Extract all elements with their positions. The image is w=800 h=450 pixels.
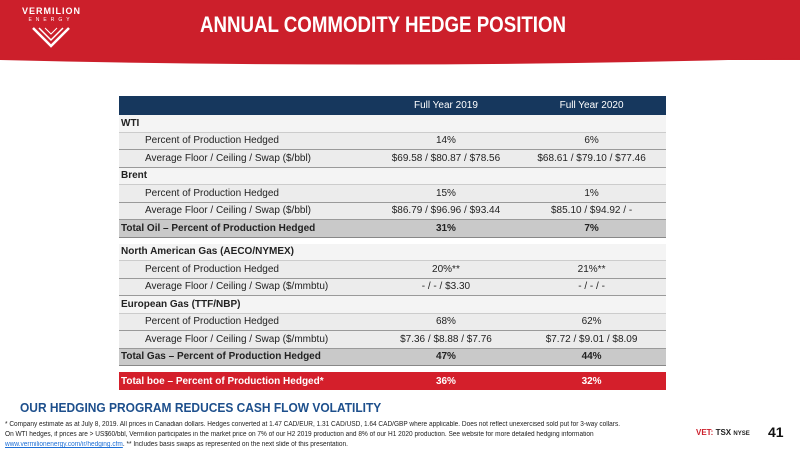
header-2019: Full Year 2019 [374,96,518,115]
row-label: Average Floor / Ceiling / Swap ($/bbl) [119,149,375,168]
table-row-total-oil: Total Oil – Percent of Production Hedged… [119,219,666,238]
hedge-table: Full Year 2019 Full Year 2020 WTI Percen… [119,96,666,390]
vermilion-logo: VERMILION ENERGY [22,6,80,52]
row-label: Average Floor / Ceiling / Swap ($/mmbtu) [119,278,375,296]
row-value-2020 [517,115,666,133]
row-label: North American Gas (AECO/NYMEX) [119,243,375,261]
ticker-vet: VET: [696,428,714,437]
footnote-line-3-text: . ** Includes basis swaps as represented… [122,441,348,448]
row-value-2020 [517,167,666,185]
table-row: Average Floor / Ceiling / Swap ($/bbl) $… [119,149,666,168]
page-title: ANNUAL COMMODITY HEDGE POSITION [200,12,567,37]
row-value-2020: 6% [517,132,666,150]
table-row: Percent of Production Hedged 14% 6% [119,132,666,150]
row-gap [119,365,666,372]
row-label: Percent of Production Hedged [119,260,375,279]
row-label: Total Oil – Percent of Production Hedged [119,219,375,238]
row-value-2019: $69.58 / $80.87 / $78.56 [374,149,518,168]
row-value-2019: - / - / $3.30 [374,278,518,296]
row-label: Percent of Production Hedged [119,313,375,331]
row-value-2019: $86.79 / $96.96 / $93.44 [374,202,518,220]
row-value-2019: $7.36 / $8.88 / $7.76 [374,330,518,349]
row-value-2020: 1% [517,184,666,203]
row-value-2020: $85.10 / $94.92 / - [517,202,666,220]
row-value-2020: 21%** [517,260,666,279]
table-row: Percent of Production Hedged 15% 1% [119,184,666,203]
row-value-2020 [517,295,666,314]
table-row: Average Floor / Ceiling / Swap ($/mmbtu)… [119,330,666,349]
row-value-2020: 62% [517,313,666,331]
table-header-row: Full Year 2019 Full Year 2020 [119,96,666,115]
row-value-2019: 15% [374,184,518,203]
row-value-2020 [517,243,666,261]
row-label: Total Gas – Percent of Production Hedged [119,348,375,366]
row-label: Total boe – Percent of Production Hedged… [119,372,375,390]
row-value-2019: 31% [374,219,518,238]
page-number: 41 [768,424,784,440]
row-value-2020: $7.72 / $9.01 / $8.09 [517,330,666,349]
table-row: Percent of Production Hedged 20%** 21%** [119,260,666,279]
table-row-wti: WTI [119,115,666,133]
row-value-2020: 7% [517,219,666,238]
tagline: OUR HEDGING PROGRAM REDUCES CASH FLOW VO… [20,400,382,415]
row-label: European Gas (TTF/NBP) [119,295,375,314]
table-row-na-gas: North American Gas (AECO/NYMEX) [119,243,666,261]
logo-sub: ENERGY [28,17,74,23]
row-label: Average Floor / Ceiling / Swap ($/bbl) [119,202,375,220]
row-value-2019 [374,295,518,314]
row-value-2019 [374,243,518,261]
table-row: Percent of Production Hedged 68% 62% [119,313,666,331]
row-value-2019: 47% [374,348,518,366]
table-row: Average Floor / Ceiling / Swap ($/bbl) $… [119,202,666,220]
row-value-2019: 36% [374,372,518,390]
table-row-total-gas: Total Gas – Percent of Production Hedged… [119,348,666,366]
footnote-line-3: www.vermilionenergy.com/ir/hedging.cfm. … [5,441,647,448]
header-2020: Full Year 2020 [517,96,666,115]
logo-name: VERMILION [22,6,82,16]
footnote-line-1: * Company estimate as at July 8, 2019. A… [5,421,621,428]
row-label: Average Floor / Ceiling / Swap ($/mmbtu) [119,330,375,349]
hedging-info-link[interactable]: www.vermilionenergy.com/ir/hedging.cfm [5,441,123,448]
ticker-nyse: NYSE [733,431,750,437]
row-value-2020: 44% [517,348,666,366]
row-label: Percent of Production Hedged [119,184,375,203]
row-value-2019: 68% [374,313,518,331]
footnote-line-2: On WTI hedges, if prices are > US$60/bbl… [5,431,594,438]
row-value-2019: 14% [374,132,518,150]
row-label: Percent of Production Hedged [119,132,375,150]
row-value-2019 [374,115,518,133]
header-curve [0,56,800,65]
row-label: Brent [119,167,375,185]
header-blank [119,96,375,115]
table-row-total-boe: Total boe – Percent of Production Hedged… [119,372,666,390]
row-value-2020: $68.61 / $79.10 / $77.46 [517,149,666,168]
ticker-tsx: TSX [715,428,732,437]
row-gap [119,237,666,244]
table-row-brent: Brent [119,167,666,185]
ticker-symbols: VET: TSX NYSE [696,428,750,437]
row-value-2020: - / - / - [517,278,666,296]
table-row: Average Floor / Ceiling / Swap ($/mmbtu)… [119,278,666,296]
row-label: WTI [119,115,375,133]
table-row-eu-gas: European Gas (TTF/NBP) [119,295,666,314]
row-value-2019 [374,167,518,185]
header-bar [0,0,800,60]
logo-chevron-icon [32,27,70,48]
row-value-2019: 20%** [374,260,518,279]
row-value-2020: 32% [517,372,666,390]
